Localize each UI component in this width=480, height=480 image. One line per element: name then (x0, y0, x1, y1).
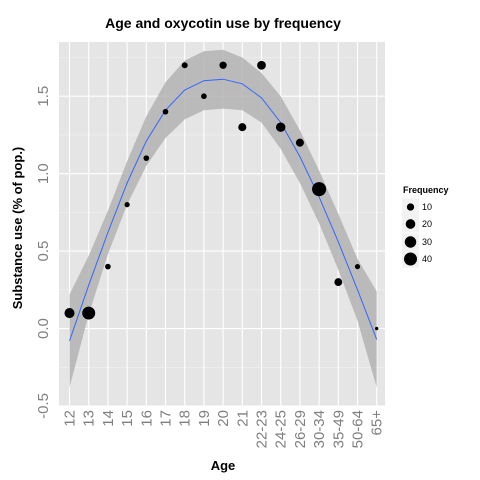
data-point (238, 123, 247, 132)
legend: Frequency 10 20 30 40 (402, 185, 449, 268)
x-tick-label: 20 (215, 410, 232, 427)
confidence-band (69, 49, 377, 388)
smooth-line (69, 78, 378, 342)
data-point (105, 263, 111, 270)
legend-label: 40 (422, 254, 432, 264)
legend-point (406, 203, 415, 211)
y-tick-label: 0.0 (35, 318, 52, 339)
data-point (201, 93, 207, 100)
x-tick-label: 19 (196, 410, 213, 427)
y-tick-label: 1.5 (35, 86, 52, 107)
x-tick-label: 65+ (369, 410, 386, 436)
x-tick-label: 21 (234, 410, 251, 427)
x-tick-label: 35-49 (330, 410, 347, 448)
legend-label: 30 (422, 237, 432, 247)
data-point (82, 306, 96, 320)
data-point (219, 61, 227, 69)
data-point (312, 182, 327, 197)
data-point (334, 278, 343, 287)
x-tick-label: 14 (100, 410, 117, 427)
x-axis-title: Age (211, 458, 236, 473)
data-point (64, 308, 75, 319)
x-tick-label: 15 (119, 410, 136, 427)
data-point (295, 138, 304, 147)
x-tick-label: 50-64 (350, 410, 367, 448)
x-tick-label: 18 (177, 410, 194, 427)
data-point (181, 62, 188, 69)
y-tick-labels: -0.5 0.0 0.5 1.0 1.5 (35, 86, 52, 419)
legend-point (405, 219, 416, 229)
x-tick-label: 30-34 (311, 410, 328, 448)
legend-title: Frequency (403, 185, 449, 195)
data-point (143, 155, 150, 161)
confidence-band-layer (69, 49, 377, 388)
data-point (275, 122, 286, 132)
data-point (124, 202, 130, 208)
x-tick-label: 22-23 (254, 410, 271, 448)
x-tick-label: 26-29 (292, 410, 309, 448)
y-tick-label: 1.0 (35, 163, 52, 184)
x-tick-label: 13 (81, 410, 98, 427)
smooth-line-layer (69, 78, 378, 342)
legend-point (404, 236, 417, 248)
x-tick-label: 24-25 (273, 410, 290, 448)
legend-label: 20 (422, 219, 432, 229)
x-tick-label: 12 (62, 410, 79, 427)
legend-label: 10 (422, 202, 432, 212)
x-tick-label: 16 (138, 410, 155, 427)
y-axis-title: Substance use (% of pop.) (10, 147, 25, 310)
point-layer (64, 60, 379, 331)
data-point (354, 263, 361, 270)
data-point (257, 60, 266, 70)
data-point (375, 326, 379, 331)
y-tick-label: 0.5 (35, 241, 52, 262)
legend-point (404, 252, 417, 266)
x-tick-labels: 12 13 14 15 16 17 18 19 20 21 22-23 24-25 26-29 30-34… (62, 410, 386, 449)
x-tick-label: 17 (158, 410, 175, 427)
data-point (162, 108, 169, 115)
chart-title: Age and oxycotin use by frequency (105, 15, 341, 31)
y-tick-label: -0.5 (35, 393, 52, 419)
